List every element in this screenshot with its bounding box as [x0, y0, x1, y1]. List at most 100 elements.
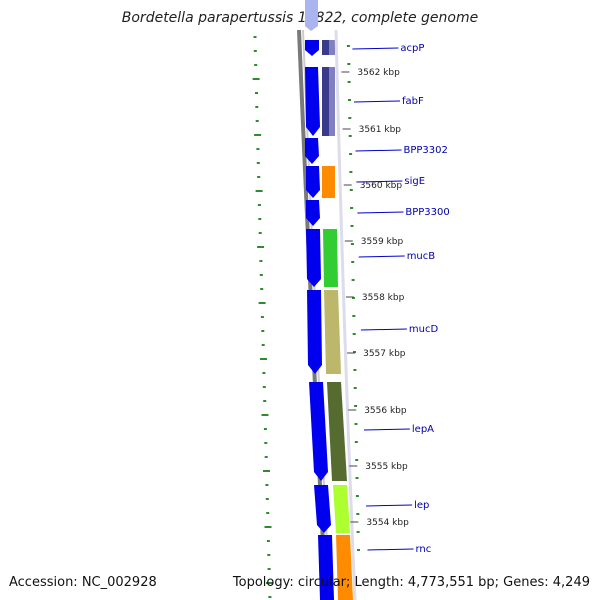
skew-mark [259, 260, 263, 262]
skew-mark [355, 495, 359, 497]
gene-arrow [305, 67, 320, 136]
skew-mark [261, 330, 265, 332]
gene-arrow [305, 40, 319, 56]
skew-mark [262, 372, 266, 374]
gene-arrow-top-partial [305, 0, 318, 31]
skew-mark [264, 526, 272, 528]
skew-mark [267, 568, 271, 570]
label-leader [358, 255, 405, 258]
skew-mark [353, 351, 356, 353]
skew-mark [255, 190, 263, 192]
skew-mark [266, 582, 273, 584]
gene-label: BPP3302 [404, 145, 448, 156]
cog-block-mucD [324, 290, 341, 374]
skew-mark [351, 261, 355, 263]
tick-label: 3560 kbp [360, 181, 403, 191]
skew-mark [347, 63, 351, 65]
skew-mark [349, 171, 353, 173]
skew-mark [260, 288, 264, 290]
skew-mark [257, 204, 261, 206]
gene-arrow [306, 200, 320, 226]
forward-strand-genes [305, 40, 334, 600]
skew-mark [259, 274, 263, 276]
skew-mark [351, 279, 355, 281]
gene-arrow [309, 382, 328, 481]
cog-block-sigE [322, 166, 335, 198]
label-leader [366, 504, 413, 507]
tick-label: 3562 kbp [357, 68, 400, 78]
skew-mark [263, 400, 267, 402]
skew-mark [356, 513, 360, 515]
label-leader [352, 47, 399, 50]
skew-mark [261, 414, 269, 416]
gene-label: lepA [412, 424, 434, 435]
skew-mark [257, 246, 265, 248]
skew-mark [355, 459, 359, 461]
skew-mark [252, 78, 260, 80]
label-leader [363, 428, 410, 431]
cog-blocks [322, 40, 353, 600]
skew-mark [348, 117, 352, 119]
cog-block-fabF-light [329, 67, 335, 136]
skew-mark [353, 369, 357, 371]
label-leader [356, 180, 403, 183]
skew-mark [264, 456, 268, 458]
skew-mark [357, 549, 360, 551]
skew-mark [263, 470, 270, 472]
skew-mark [253, 50, 257, 52]
skew-mark [256, 148, 260, 150]
label-leader [355, 149, 402, 152]
tick-label: 3558 kbp [362, 293, 405, 303]
skew-mark [255, 120, 259, 122]
skew-mark [266, 540, 270, 542]
accession-label: Accession: NC_002928 [9, 575, 157, 590]
label-leader [360, 328, 407, 331]
skew-mark [354, 441, 358, 443]
skew-mark [261, 344, 265, 346]
skew-mark [257, 176, 261, 178]
skew-mark [356, 531, 360, 533]
skew-mark [265, 498, 269, 500]
skew-mark [264, 442, 268, 444]
skew-mark [348, 135, 352, 137]
skew-mark [266, 512, 270, 514]
skew-mark [346, 45, 350, 47]
skew-mark [352, 333, 356, 335]
skew-mark [260, 316, 264, 318]
gene-label: BPP3300 [405, 207, 449, 218]
tick-label: 3557 kbp [363, 349, 406, 359]
skew-mark [350, 225, 354, 227]
skew-mark [258, 232, 262, 234]
skew-mark [265, 484, 269, 486]
label-leader [357, 211, 404, 214]
scale-ticks: 3562 kbp 3561 kbp 3560 kbp 3559 kbp 3558 kbp… [341, 68, 409, 528]
tick-label: 3561 kbp [359, 125, 402, 135]
gene-label: sigE [404, 176, 425, 187]
skew-mark [349, 189, 353, 191]
skew-mark [260, 358, 267, 360]
cog-block-lep [333, 485, 350, 533]
skew-mark [253, 36, 257, 38]
skew-mark [352, 315, 356, 317]
skew-mark [255, 106, 259, 108]
skew-mark [258, 218, 262, 220]
gene-label: mucD [409, 324, 439, 335]
skew-mark [267, 554, 271, 556]
skew-mark [354, 405, 358, 407]
cog-block-lepA [327, 382, 347, 481]
gene-label: lep [414, 500, 429, 511]
skew-mark [263, 428, 267, 430]
tick-label: 3554 kbp [366, 518, 409, 528]
gc-skew-track [252, 36, 360, 598]
label-leader [367, 548, 414, 551]
skew-mark [350, 243, 354, 245]
gene-arrow [307, 290, 322, 374]
skew-mark [268, 596, 272, 598]
skew-mark [354, 423, 358, 425]
tick-label: 3556 kbp [364, 406, 407, 416]
cog-block-acpP-light [329, 40, 335, 55]
gene-label: mucB [407, 251, 436, 262]
tick-label: 3555 kbp [365, 462, 408, 472]
topology-label: Topology: circular; Length: 4,773,551 bp… [232, 575, 590, 590]
